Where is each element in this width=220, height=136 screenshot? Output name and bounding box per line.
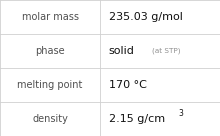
Text: 3: 3 [178,109,183,118]
Text: melting point: melting point [17,80,83,90]
Text: (at STP): (at STP) [152,48,180,54]
Text: molar mass: molar mass [22,12,79,22]
Text: 170 °C: 170 °C [109,80,147,90]
Text: phase: phase [35,46,65,56]
Text: solid: solid [109,46,135,56]
Text: 2.15 g/cm: 2.15 g/cm [109,114,165,124]
Text: 235.03 g/mol: 235.03 g/mol [109,12,183,22]
Text: density: density [32,114,68,124]
